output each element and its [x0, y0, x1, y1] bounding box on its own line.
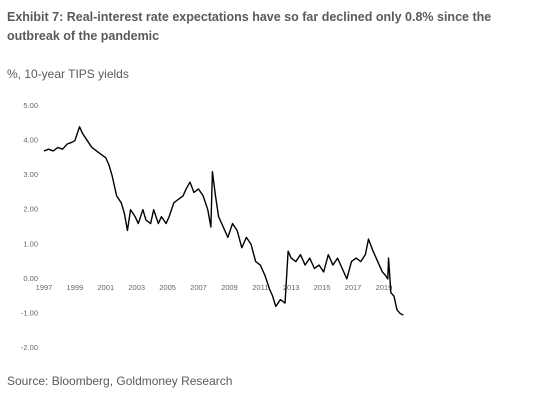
- x-tick-label: 2007: [190, 283, 207, 292]
- y-tick-label: 5.00: [23, 101, 38, 110]
- x-tick-label: 1997: [36, 283, 53, 292]
- x-tick-label: 2013: [283, 283, 300, 292]
- y-tick-label: 4.00: [23, 136, 38, 145]
- chart-subtitle: %, 10-year TIPS yields: [7, 67, 129, 81]
- x-tick-label: 2015: [314, 283, 331, 292]
- y-tick-label: 1.00: [23, 239, 38, 248]
- x-tick-label: 2003: [128, 283, 145, 292]
- y-tick-label: -1.00: [21, 308, 38, 317]
- chart-source: Source: Bloomberg, Goldmoney Research: [7, 374, 233, 388]
- x-tick-label: 2017: [345, 283, 362, 292]
- x-tick-label: 1999: [67, 283, 84, 292]
- y-tick-label: 0.00: [23, 274, 38, 283]
- x-tick-label: 2001: [97, 283, 114, 292]
- chart-title: Exhibit 7: Real-interest rate expectatio…: [7, 10, 492, 43]
- x-tick-label: 2005: [159, 283, 176, 292]
- y-tick-label: 3.00: [23, 170, 38, 179]
- x-tick-label: 2011: [252, 283, 268, 292]
- series-line: [43, 126, 404, 316]
- y-tick-label: -2.00: [21, 343, 38, 352]
- y-tick-label: 2.00: [23, 205, 38, 214]
- x-tick-label: 2019: [376, 283, 393, 292]
- x-tick-label: 2009: [221, 283, 238, 292]
